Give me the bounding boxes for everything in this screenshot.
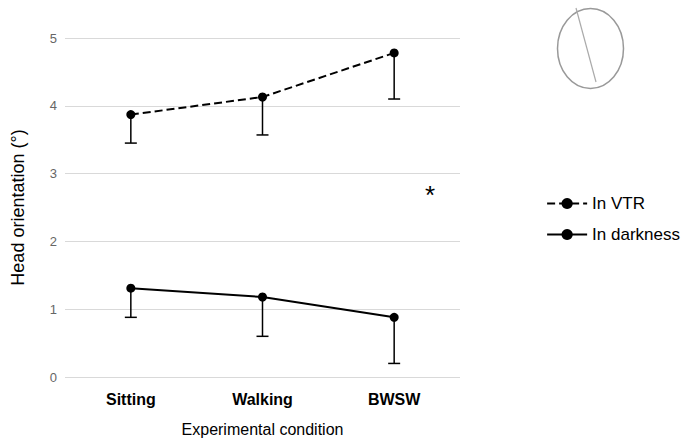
svg-text:3: 3: [50, 166, 57, 181]
svg-text:Head orientation (°): Head orientation (°): [8, 129, 28, 285]
svg-text:Walking: Walking: [232, 391, 293, 408]
svg-text:1: 1: [50, 302, 57, 317]
svg-text:2: 2: [50, 234, 57, 249]
svg-text:4: 4: [50, 98, 57, 113]
svg-text:*: *: [425, 180, 435, 210]
svg-text:5: 5: [50, 31, 57, 46]
svg-text:Sitting: Sitting: [106, 391, 156, 408]
svg-text:In darkness: In darkness: [592, 225, 680, 244]
svg-text:BWSW: BWSW: [368, 391, 421, 408]
svg-text:In VTR: In VTR: [592, 194, 645, 213]
svg-text:Experimental condition: Experimental condition: [182, 421, 344, 438]
svg-text:0: 0: [50, 370, 57, 385]
